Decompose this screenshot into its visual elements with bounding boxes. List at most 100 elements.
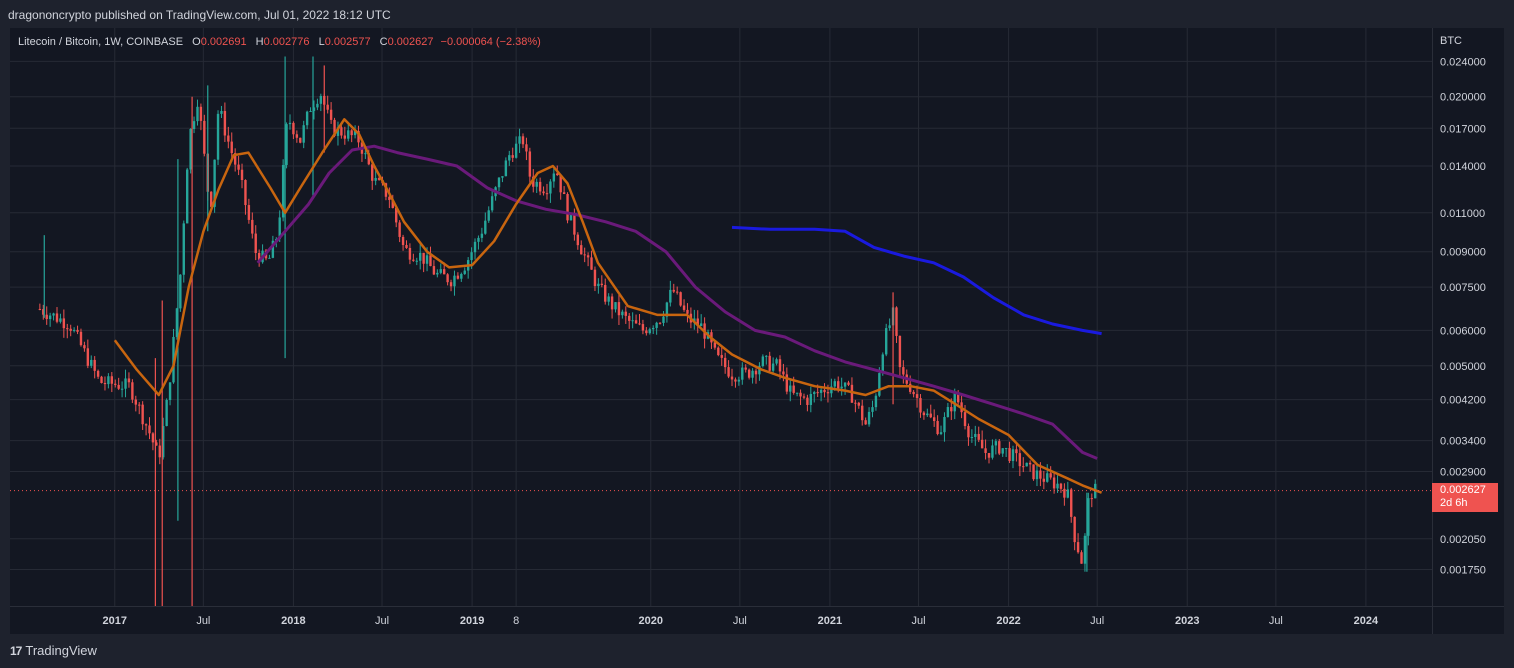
candle-body <box>672 289 675 292</box>
candle-body <box>244 180 247 206</box>
price-axis-label: 0.024000 <box>1440 56 1486 68</box>
candle-body <box>415 260 418 262</box>
candle-body <box>586 255 590 258</box>
candle-body <box>545 193 549 195</box>
candle-body <box>405 245 408 248</box>
candle-body <box>987 453 991 458</box>
candle-body <box>799 392 802 397</box>
candle-body <box>624 311 627 316</box>
candle-body <box>127 378 131 383</box>
ma-fast-line <box>113 118 1103 494</box>
footer-brand[interactable]: 17 TradingView <box>10 643 97 658</box>
candle-body <box>525 144 528 152</box>
candles-group <box>38 93 1097 572</box>
candle-body <box>124 378 127 389</box>
candle-body <box>295 134 299 138</box>
candle-body <box>1008 448 1011 462</box>
candle-body <box>939 432 943 434</box>
candle-body <box>734 379 737 382</box>
candle-body <box>634 320 638 324</box>
candle-body <box>319 95 323 104</box>
chart-area[interactable]: BTC 0.024000 0.020000 0.017000 0.014000 0.011… <box>10 28 1504 634</box>
candle-body <box>240 169 244 181</box>
candle-body <box>984 448 987 454</box>
candle-body <box>1052 477 1056 489</box>
candle-body <box>504 160 508 177</box>
candle-body <box>645 330 648 334</box>
candle-body <box>364 153 367 155</box>
candle-body <box>59 318 62 322</box>
candle-body <box>55 313 59 322</box>
time-axis-label: Jul <box>733 615 747 627</box>
candle-body <box>463 270 466 274</box>
candle-body <box>782 371 785 375</box>
candle-body <box>62 318 66 329</box>
candle-body <box>144 424 148 426</box>
time-axis-label: 2022 <box>996 615 1020 627</box>
candle-body <box>980 439 984 449</box>
time-axis-label: 2019 <box>460 615 484 627</box>
candle-body <box>508 155 511 161</box>
candle-body <box>628 315 631 321</box>
candle-body <box>470 252 473 261</box>
time-axis-label: 2021 <box>818 615 842 627</box>
candle-body <box>607 296 610 302</box>
candle-body <box>103 382 107 385</box>
candle-body <box>744 367 747 370</box>
price-axis-label: 0.020000 <box>1440 92 1486 104</box>
candle-body <box>209 191 213 207</box>
candle-body <box>878 373 881 396</box>
candle-body <box>895 307 898 336</box>
candle-body <box>789 385 792 392</box>
price-axis-label: 0.014000 <box>1440 161 1486 173</box>
price-axis-label: 0.017000 <box>1440 123 1486 135</box>
candle-body <box>388 196 391 200</box>
candle-body <box>741 367 744 380</box>
candle-body <box>559 175 562 193</box>
candle-body <box>1070 489 1073 517</box>
candle-body <box>850 384 854 403</box>
publisher-line: dragononcrypto published on TradingView.… <box>8 8 391 22</box>
candle-body <box>460 273 463 279</box>
candle-body <box>1022 466 1025 468</box>
candle-body <box>994 441 998 446</box>
tradingview-wordmark: TradingView <box>25 643 97 658</box>
low-label: L <box>318 36 325 48</box>
candle-body <box>343 135 347 139</box>
price-axis-label: 0.011000 <box>1440 208 1485 220</box>
candle-body <box>442 269 446 275</box>
candle-body <box>830 386 833 394</box>
candle-body <box>946 407 950 417</box>
candle-body <box>490 196 494 211</box>
candle-body <box>216 113 220 160</box>
candle-body <box>785 374 789 392</box>
candle-body <box>922 412 926 416</box>
candle-body <box>1059 483 1063 489</box>
candle-body <box>477 237 480 242</box>
candle-body <box>182 223 185 275</box>
candle-body <box>347 130 350 139</box>
candle-body <box>292 122 295 135</box>
candle-body <box>974 433 977 438</box>
candle-body <box>96 370 100 377</box>
candle-body <box>38 308 42 310</box>
candle-body <box>610 296 614 310</box>
candle-body <box>1076 542 1080 553</box>
candle-body <box>340 127 343 136</box>
candle-body <box>377 177 381 180</box>
candle-body <box>223 111 227 136</box>
chart-canvas[interactable]: BTC 0.024000 0.020000 0.017000 0.014000 0.011… <box>10 28 1504 634</box>
candle-body <box>926 413 929 416</box>
candle-body <box>45 314 48 320</box>
candle-body <box>919 398 922 413</box>
last-price-value: 0.002627 <box>1440 483 1486 496</box>
candle-body <box>751 370 754 378</box>
candle-body <box>775 359 778 364</box>
candle-body <box>936 421 939 434</box>
candle-body <box>501 176 504 178</box>
candle-body <box>652 327 655 330</box>
candle-body <box>251 219 254 234</box>
price-axis-label: 0.004200 <box>1440 395 1486 407</box>
candle-body <box>329 109 333 120</box>
candle-body <box>141 404 144 425</box>
